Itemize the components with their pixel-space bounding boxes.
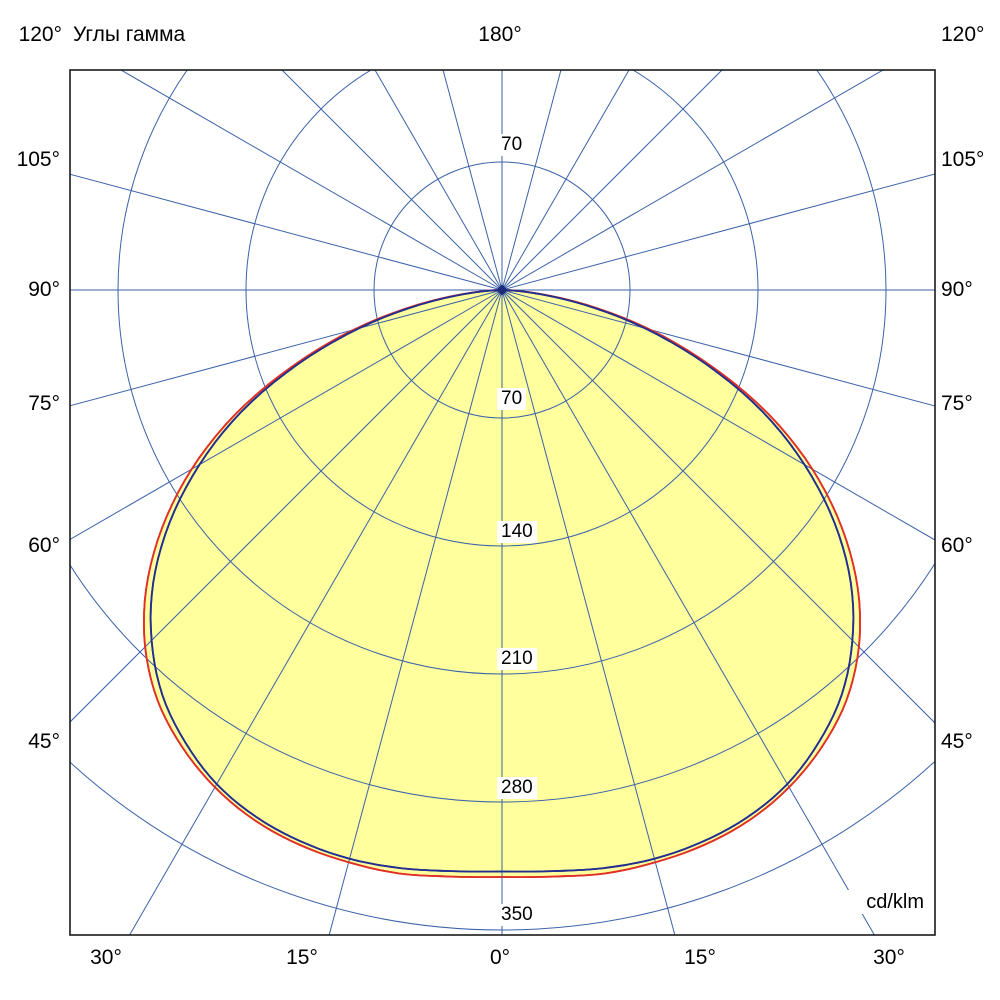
grid-radial-line xyxy=(501,70,562,291)
grid-radial-line xyxy=(501,173,935,291)
radial-tick-70-top: 70 xyxy=(497,134,527,156)
angle-label-right-60: 60° xyxy=(941,534,973,557)
radial-tick-280: 280 xyxy=(497,777,537,799)
grid-radial-line xyxy=(70,173,503,291)
angle-label-bottom-30-right: 30° xyxy=(873,946,905,969)
grid-radial-line xyxy=(70,289,503,723)
radial-tick-70: 70 xyxy=(497,388,527,410)
grid-radial-line xyxy=(501,70,723,291)
angle-label-right-45: 45° xyxy=(941,730,973,753)
angle-label-top-left-120: 120° xyxy=(18,23,62,46)
grid-radial-line xyxy=(501,289,676,935)
grid-radial-line xyxy=(501,70,630,291)
angle-label-left-75: 75° xyxy=(28,392,60,415)
angle-label-right-105: 105° xyxy=(941,148,985,171)
angle-label-bottom-0: 0° xyxy=(489,946,511,969)
grid-radial-line xyxy=(501,289,935,407)
angle-label-bottom-30-left: 30° xyxy=(90,946,122,969)
grid-radial-line xyxy=(501,70,885,291)
grid-radial-line xyxy=(501,289,875,935)
angle-label-right-90: 90° xyxy=(941,278,973,301)
angle-label-bottom-15-left: 15° xyxy=(286,946,318,969)
grid-radial-line xyxy=(328,289,503,935)
grid-radial-line xyxy=(129,289,503,935)
angle-label-left-60: 60° xyxy=(28,534,60,557)
angle-label-top-right-120: 120° xyxy=(941,23,985,46)
angle-label-left-45: 45° xyxy=(28,730,60,753)
grid-radial-line xyxy=(119,70,503,291)
grid-radial-line xyxy=(281,70,503,291)
grid-radial-line xyxy=(70,289,503,540)
grid-radial-line xyxy=(374,70,503,291)
angle-label-left-105: 105° xyxy=(16,148,60,171)
angle-label-right-75: 75° xyxy=(941,392,973,415)
intensity-curve-C0-C180 xyxy=(142,289,862,878)
units-label: cd/klm xyxy=(760,890,926,914)
angle-label-left-90: 90° xyxy=(28,278,60,301)
radial-tick-140: 140 xyxy=(497,521,537,543)
grid-radial-line xyxy=(501,289,935,541)
center-marker xyxy=(496,284,508,296)
chart-title: Углы гамма xyxy=(73,23,186,46)
grid-radial-line xyxy=(501,289,935,724)
intensity-curve-C90-C270 xyxy=(149,289,855,873)
angle-label-top-180: 180° xyxy=(478,23,522,46)
angle-label-bottom-15-right: 15° xyxy=(684,946,716,969)
plot-border xyxy=(69,69,936,936)
radial-tick-210: 210 xyxy=(497,648,537,670)
grid-radial-line xyxy=(70,289,503,407)
radial-tick-350: 350 xyxy=(497,904,537,926)
grid-radial-line xyxy=(442,70,503,291)
